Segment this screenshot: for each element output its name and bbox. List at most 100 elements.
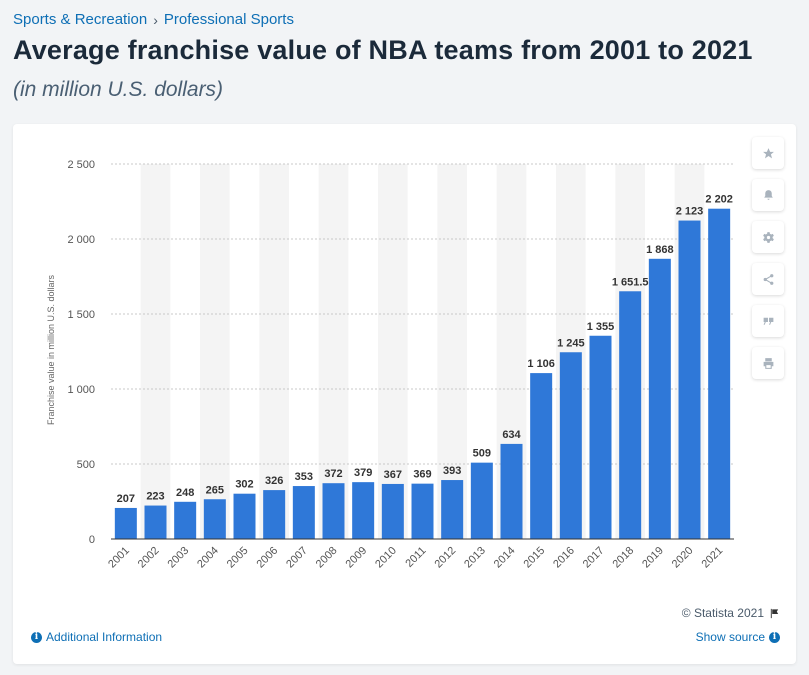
y-tick-label: 500 — [77, 459, 95, 471]
copyright: © Statista 2021 — [682, 606, 780, 620]
y-tick-label: 0 — [89, 534, 95, 546]
x-tick-label: 2008 — [314, 545, 340, 571]
print-icon — [763, 357, 773, 369]
page-subtitle: (in million U.S. dollars) — [13, 78, 224, 101]
bar-value-label: 1 355 — [587, 321, 615, 333]
x-tick-label: 2014 — [492, 545, 518, 571]
x-tick-label: 2010 — [373, 545, 399, 571]
category-band — [437, 164, 467, 539]
bar[interactable] — [441, 480, 464, 539]
bell-icon — [763, 189, 773, 200]
x-tick-label: 2021 — [699, 545, 725, 571]
share-icon — [763, 273, 773, 285]
breadcrumb-item-sports-recreation[interactable]: Sports & Recreation — [13, 11, 148, 28]
bar-value-label: 2 123 — [676, 206, 704, 218]
bar-value-label: 634 — [502, 429, 521, 441]
bar-chart: 207 223 248 265 302 326 353 372 379 367 369 393 509 6… — [46, 159, 734, 571]
y-axis-label: Franchise value in million U.S. dollars — [46, 274, 56, 425]
y-tick-label: 2 000 — [67, 234, 95, 246]
bar[interactable] — [530, 373, 553, 539]
x-tick-label: 2020 — [670, 545, 696, 571]
x-tick-label: 2011 — [403, 545, 428, 570]
bar-value-label: 207 — [117, 493, 135, 505]
bar-value-label: 1 245 — [557, 337, 585, 349]
bar-value-label: 1 651.5 — [612, 276, 649, 288]
favorite-button[interactable] — [752, 137, 784, 169]
chart-card: 207 223 248 265 302 326 353 372 379 367 369 393 509 6… — [13, 124, 796, 664]
y-tick-label: 1 000 — [67, 384, 95, 396]
bar[interactable] — [352, 482, 375, 539]
show-source-label: Show source — [695, 630, 765, 644]
bar-value-label: 2 202 — [705, 194, 733, 206]
bar-value-label: 372 — [324, 468, 342, 480]
bar[interactable] — [678, 220, 701, 540]
bar-value-label: 302 — [235, 479, 253, 491]
x-tick-label: 2012 — [432, 545, 458, 571]
chart-toolbar — [752, 137, 784, 379]
bar-value-label: 326 — [265, 475, 283, 487]
bar-value-label: 248 — [176, 487, 194, 499]
notification-button[interactable] — [752, 179, 784, 211]
bar-value-label: 369 — [413, 469, 431, 481]
bar[interactable] — [500, 443, 523, 539]
category-band — [140, 164, 171, 539]
info-icon: i — [769, 631, 780, 643]
bar[interactable] — [559, 352, 582, 539]
x-tick-label: 2004 — [195, 545, 221, 571]
bar[interactable] — [381, 483, 404, 539]
additional-information-label: Additional Information — [46, 630, 163, 644]
bar-value-label: 1 106 — [527, 358, 555, 370]
info-icon: i — [31, 631, 42, 643]
y-tick-label: 1 500 — [67, 309, 95, 321]
x-tick-label: 2015 — [521, 545, 547, 571]
bar[interactable] — [322, 483, 345, 539]
bar[interactable] — [470, 462, 493, 539]
bar-value-label: 393 — [443, 465, 461, 477]
x-tick-label: 2017 — [581, 545, 607, 571]
bar[interactable] — [263, 490, 286, 539]
breadcrumb-separator: › — [153, 11, 158, 28]
gear-icon — [762, 231, 774, 243]
bar[interactable] — [114, 507, 137, 539]
bar[interactable] — [589, 335, 612, 539]
breadcrumb-item-professional-sports[interactable]: Professional Sports — [163, 11, 294, 28]
x-tick-label: 2013 — [462, 545, 488, 571]
star-icon — [762, 147, 774, 158]
bar[interactable] — [411, 483, 434, 539]
category-band — [318, 164, 349, 539]
cite-button[interactable] — [752, 305, 784, 337]
flag-icon — [770, 608, 779, 618]
x-tick-label: 2019 — [640, 545, 666, 571]
bar[interactable] — [203, 499, 226, 539]
show-source-link[interactable]: Show source i — [696, 630, 780, 644]
x-tick-label: 2007 — [284, 545, 310, 571]
copyright-text: © Statista 2021 — [681, 606, 764, 620]
bar-value-label: 509 — [473, 448, 491, 460]
print-button[interactable] — [752, 347, 784, 379]
bar[interactable] — [144, 505, 167, 539]
settings-button[interactable] — [752, 221, 784, 253]
bar-value-label: 353 — [295, 471, 313, 483]
category-band — [200, 164, 230, 539]
bar[interactable] — [233, 493, 256, 539]
share-button[interactable] — [752, 263, 784, 295]
bar[interactable] — [619, 291, 642, 539]
x-tick-label: 2002 — [136, 545, 162, 571]
additional-information-link[interactable]: i Additional Information — [31, 630, 162, 644]
x-tick-label: 2001 — [106, 545, 132, 571]
bar-value-label: 265 — [206, 484, 224, 496]
page-title: Average franchise value of NBA teams fro… — [13, 35, 753, 65]
bar[interactable] — [292, 486, 315, 539]
bar-value-label: 223 — [146, 491, 164, 503]
bar-value-label: 379 — [354, 467, 372, 479]
x-tick-label: 2016 — [551, 545, 577, 571]
x-tick-label: 2018 — [610, 545, 636, 571]
quote-icon — [763, 317, 773, 325]
bar[interactable] — [648, 258, 671, 539]
bar[interactable] — [174, 501, 197, 539]
bar[interactable] — [708, 208, 731, 539]
x-tick-label: 2003 — [165, 545, 191, 571]
breadcrumb: Sports & Recreation › Professional Sport… — [13, 11, 294, 28]
x-tick-label: 2006 — [254, 545, 280, 571]
bar-value-label: 1 868 — [646, 244, 674, 256]
